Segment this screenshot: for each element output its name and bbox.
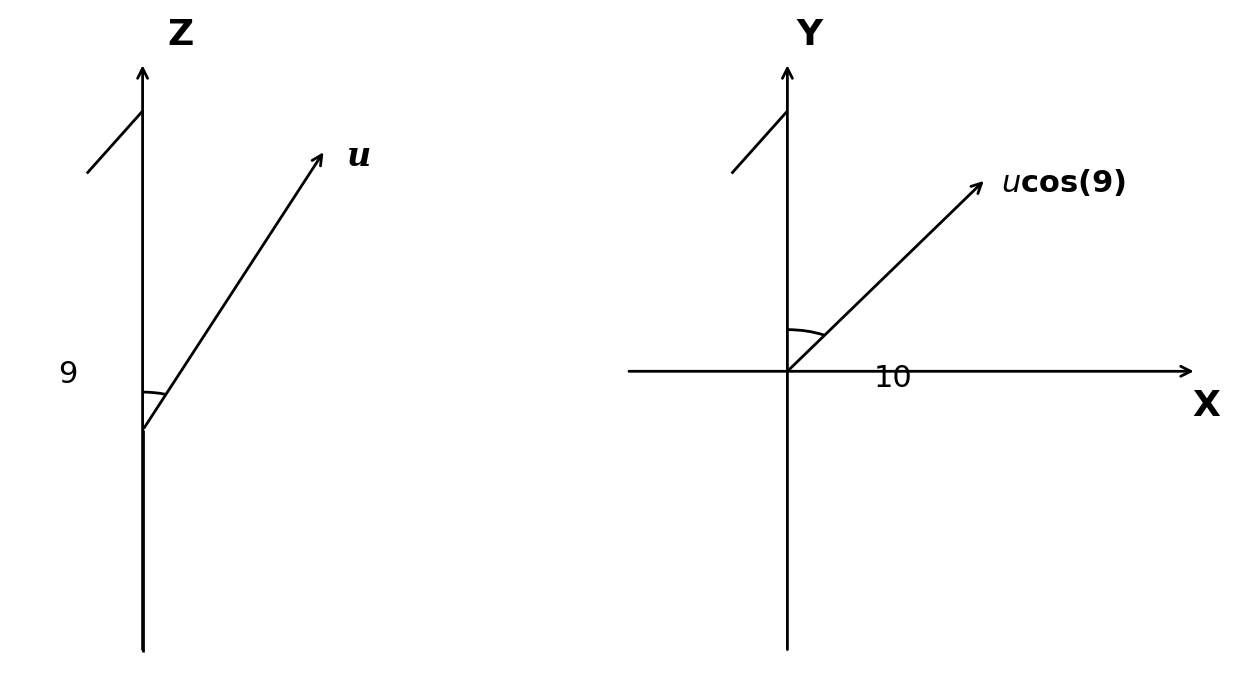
Text: X: X <box>1193 389 1220 423</box>
Text: Z: Z <box>167 18 193 52</box>
Text: u: u <box>347 140 372 174</box>
Text: 9: 9 <box>58 360 78 389</box>
Text: 10: 10 <box>873 364 913 393</box>
Text: $\mathbf{\mathit{u}}$$\mathbf{cos(9)}$: $\mathbf{\mathit{u}}$$\mathbf{cos(9)}$ <box>1001 167 1126 198</box>
Text: Y: Y <box>797 18 822 52</box>
